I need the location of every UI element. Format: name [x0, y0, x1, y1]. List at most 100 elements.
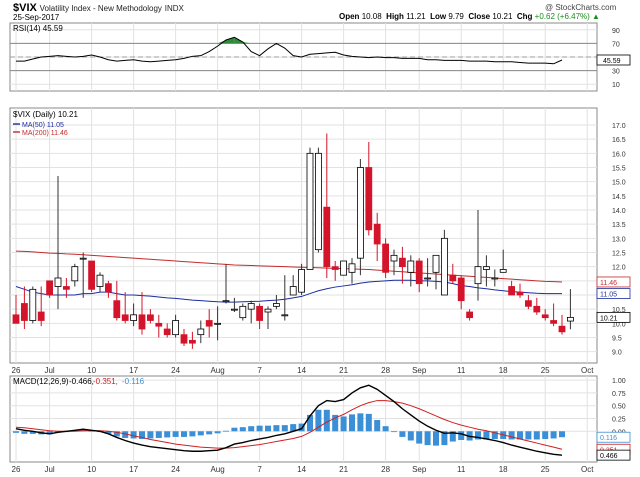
macd-histogram-bar: [407, 431, 414, 441]
candle-body: [96, 274, 104, 287]
candle-body: [264, 308, 272, 313]
price-x-tick-label: Sep: [412, 366, 427, 375]
open-label: Open: [339, 12, 360, 21]
candle-body: [29, 288, 37, 321]
price-x-tick-label: 18: [499, 366, 508, 375]
macd-histogram-bar: [449, 431, 456, 442]
price-x-tick-label: 28: [381, 366, 390, 375]
macd-histogram-bar: [323, 409, 330, 432]
chg-value: +0.62 (+6.47%): [534, 12, 590, 21]
macd-histogram-bar: [139, 431, 145, 439]
rsi-overbought-fill: [226, 37, 235, 44]
exchange: INDX: [164, 4, 184, 13]
macd-x-tick-label: Aug: [210, 465, 224, 474]
candle-body: [331, 266, 339, 270]
symbol: $VIX: [13, 2, 37, 14]
candle-body: [222, 300, 230, 303]
price-x-tick-label: Aug: [210, 366, 224, 375]
macd-histogram-bar: [315, 409, 322, 432]
macd-histogram-bar: [172, 431, 179, 437]
candle-body: [474, 266, 482, 285]
price-x-tick-label: 17: [129, 366, 138, 375]
macd-histogram-bar: [483, 431, 490, 440]
price-x-tick-label: 14: [297, 366, 306, 375]
candle-body: [432, 254, 440, 273]
macd-histogram-bar: [349, 414, 355, 432]
close-value: 10.21: [492, 12, 513, 21]
macd-histogram-bar: [197, 431, 204, 436]
macd-histogram-bar: [206, 431, 213, 435]
macd-histogram-bar: [416, 431, 423, 444]
macd-histogram-bar: [223, 430, 229, 432]
macd-histogram-bar: [273, 425, 280, 432]
price-y-tick-label: 14.5: [612, 194, 626, 201]
macd-x-tick-label: 18: [499, 465, 508, 474]
rsi-line: [16, 36, 563, 65]
rsi-y-tick-label: 90: [612, 28, 620, 35]
stockcharts-watermark: @ StockCharts.com: [545, 3, 617, 12]
macd-signal-value: -0.351,: [93, 377, 118, 386]
macd-histogram-bar: [508, 431, 515, 440]
macd-x-tick-label: 11: [457, 465, 466, 474]
macd-y-tick-label: 0.50: [612, 404, 626, 411]
price-y-tick-label: 15.0: [612, 180, 626, 187]
candle-body: [390, 254, 398, 262]
macd-histogram-bar: [475, 431, 481, 440]
price-y-tick-label: 13.0: [612, 236, 626, 243]
candle-body: [482, 266, 490, 270]
macd-histogram-bar: [239, 427, 246, 432]
price-y-tick-label: 13.5: [612, 222, 626, 229]
macd-histogram-bar: [458, 431, 465, 440]
legend-label: MA(50) 11.05: [22, 122, 64, 129]
price-y-tick-label: 16.0: [612, 151, 626, 158]
candle-body: [567, 316, 574, 322]
ma200-value-tag-label: 11.46: [600, 280, 617, 287]
rsi-value-tag-label: 45.59: [603, 58, 621, 65]
candle-body: [155, 322, 163, 327]
macd-y-tick-label: 0.25: [612, 416, 626, 423]
candle-body: [46, 280, 53, 296]
macd-histogram-bar: [13, 431, 19, 433]
macd-x-tick-label: 7: [257, 465, 262, 474]
price-y-tick-label: 16.5: [612, 137, 626, 144]
candle-body: [382, 243, 390, 273]
candle-body: [197, 328, 205, 336]
macd-histogram-bar: [517, 431, 523, 440]
macd-histogram-bar: [256, 425, 263, 432]
macd-x-tick-label: 28: [381, 465, 390, 474]
macd-histogram-bar: [391, 431, 397, 433]
macd-histogram-bar: [382, 426, 389, 432]
candle-body: [306, 152, 314, 270]
candle-body: [79, 257, 87, 260]
chart-header: $VIX Volatility Index - New Methodology …: [0, 0, 640, 22]
macd-hist-tag: [596, 431, 631, 443]
macd-histogram-bar: [424, 431, 431, 446]
price-y-tick-label: 9.5: [612, 336, 622, 343]
candle-body: [105, 283, 112, 293]
candle-body: [365, 167, 373, 231]
open-value: 10.08: [361, 12, 382, 21]
candle-body: [323, 206, 331, 268]
macd-histogram-bar: [181, 431, 187, 437]
price-y-tick-label: 17.0: [612, 123, 626, 130]
candle-body: [289, 286, 297, 296]
candle-body: [146, 314, 154, 321]
candle-body: [205, 320, 213, 327]
candle-body: [214, 322, 222, 325]
low-value: 9.79: [448, 12, 464, 21]
macd-histogram-bar: [265, 425, 271, 432]
price-x-tick-label: Oct: [581, 366, 594, 375]
rsi-y-tick-label: 30: [612, 69, 620, 76]
price-y-tick-label: 10.0: [612, 321, 626, 328]
macd-title: MACD(12,26,9): [13, 377, 69, 386]
ma50-value-tag-label: 11.05: [600, 292, 617, 299]
macd-histogram-bar: [433, 431, 439, 446]
candle-body: [230, 308, 238, 311]
rsi-y-tick-label: 10: [612, 82, 620, 89]
candle-body: [533, 305, 541, 313]
candle-body: [88, 260, 95, 290]
macd-histogram-bar: [525, 431, 532, 440]
candle-body: [180, 334, 188, 344]
candle-body: [440, 237, 448, 296]
